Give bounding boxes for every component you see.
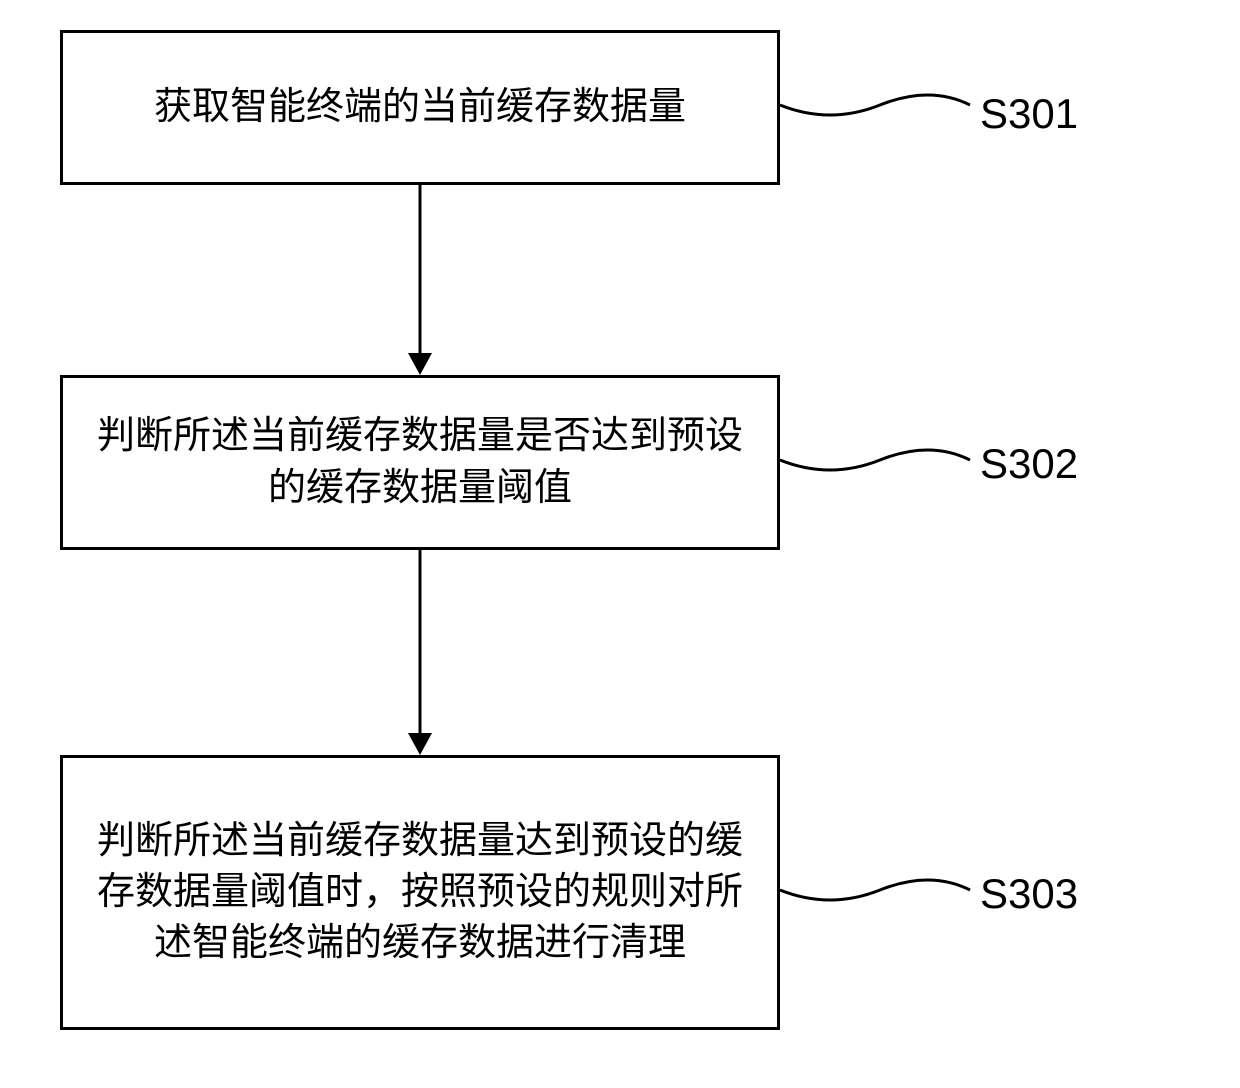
arrow-n1-n2 xyxy=(400,185,440,380)
flowchart-node-s303: 判断所述当前缓存数据量达到预设的缓存数据量阈值时，按照预设的规则对所述智能终端的… xyxy=(60,755,780,1030)
step-label-s302: S302 xyxy=(980,440,1078,488)
node-text: 判断所述当前缓存数据量是否达到预设的缓存数据量阈值 xyxy=(83,411,757,514)
label-connector-s302 xyxy=(780,425,980,495)
flowchart-container: 获取智能终端的当前缓存数据量 S301 判断所述当前缓存数据量是否达到预设的缓存… xyxy=(0,0,1240,1088)
flowchart-node-s302: 判断所述当前缓存数据量是否达到预设的缓存数据量阈值 xyxy=(60,375,780,550)
arrow-n2-n3 xyxy=(400,550,440,760)
label-connector-s303 xyxy=(780,855,980,925)
step-label-s301: S301 xyxy=(980,90,1078,138)
node-text: 判断所述当前缓存数据量达到预设的缓存数据量阈值时，按照预设的规则对所述智能终端的… xyxy=(83,816,757,970)
label-connector-s301 xyxy=(780,70,980,140)
node-text: 获取智能终端的当前缓存数据量 xyxy=(154,82,686,133)
step-label-s303: S303 xyxy=(980,870,1078,918)
flowchart-node-s301: 获取智能终端的当前缓存数据量 xyxy=(60,30,780,185)
